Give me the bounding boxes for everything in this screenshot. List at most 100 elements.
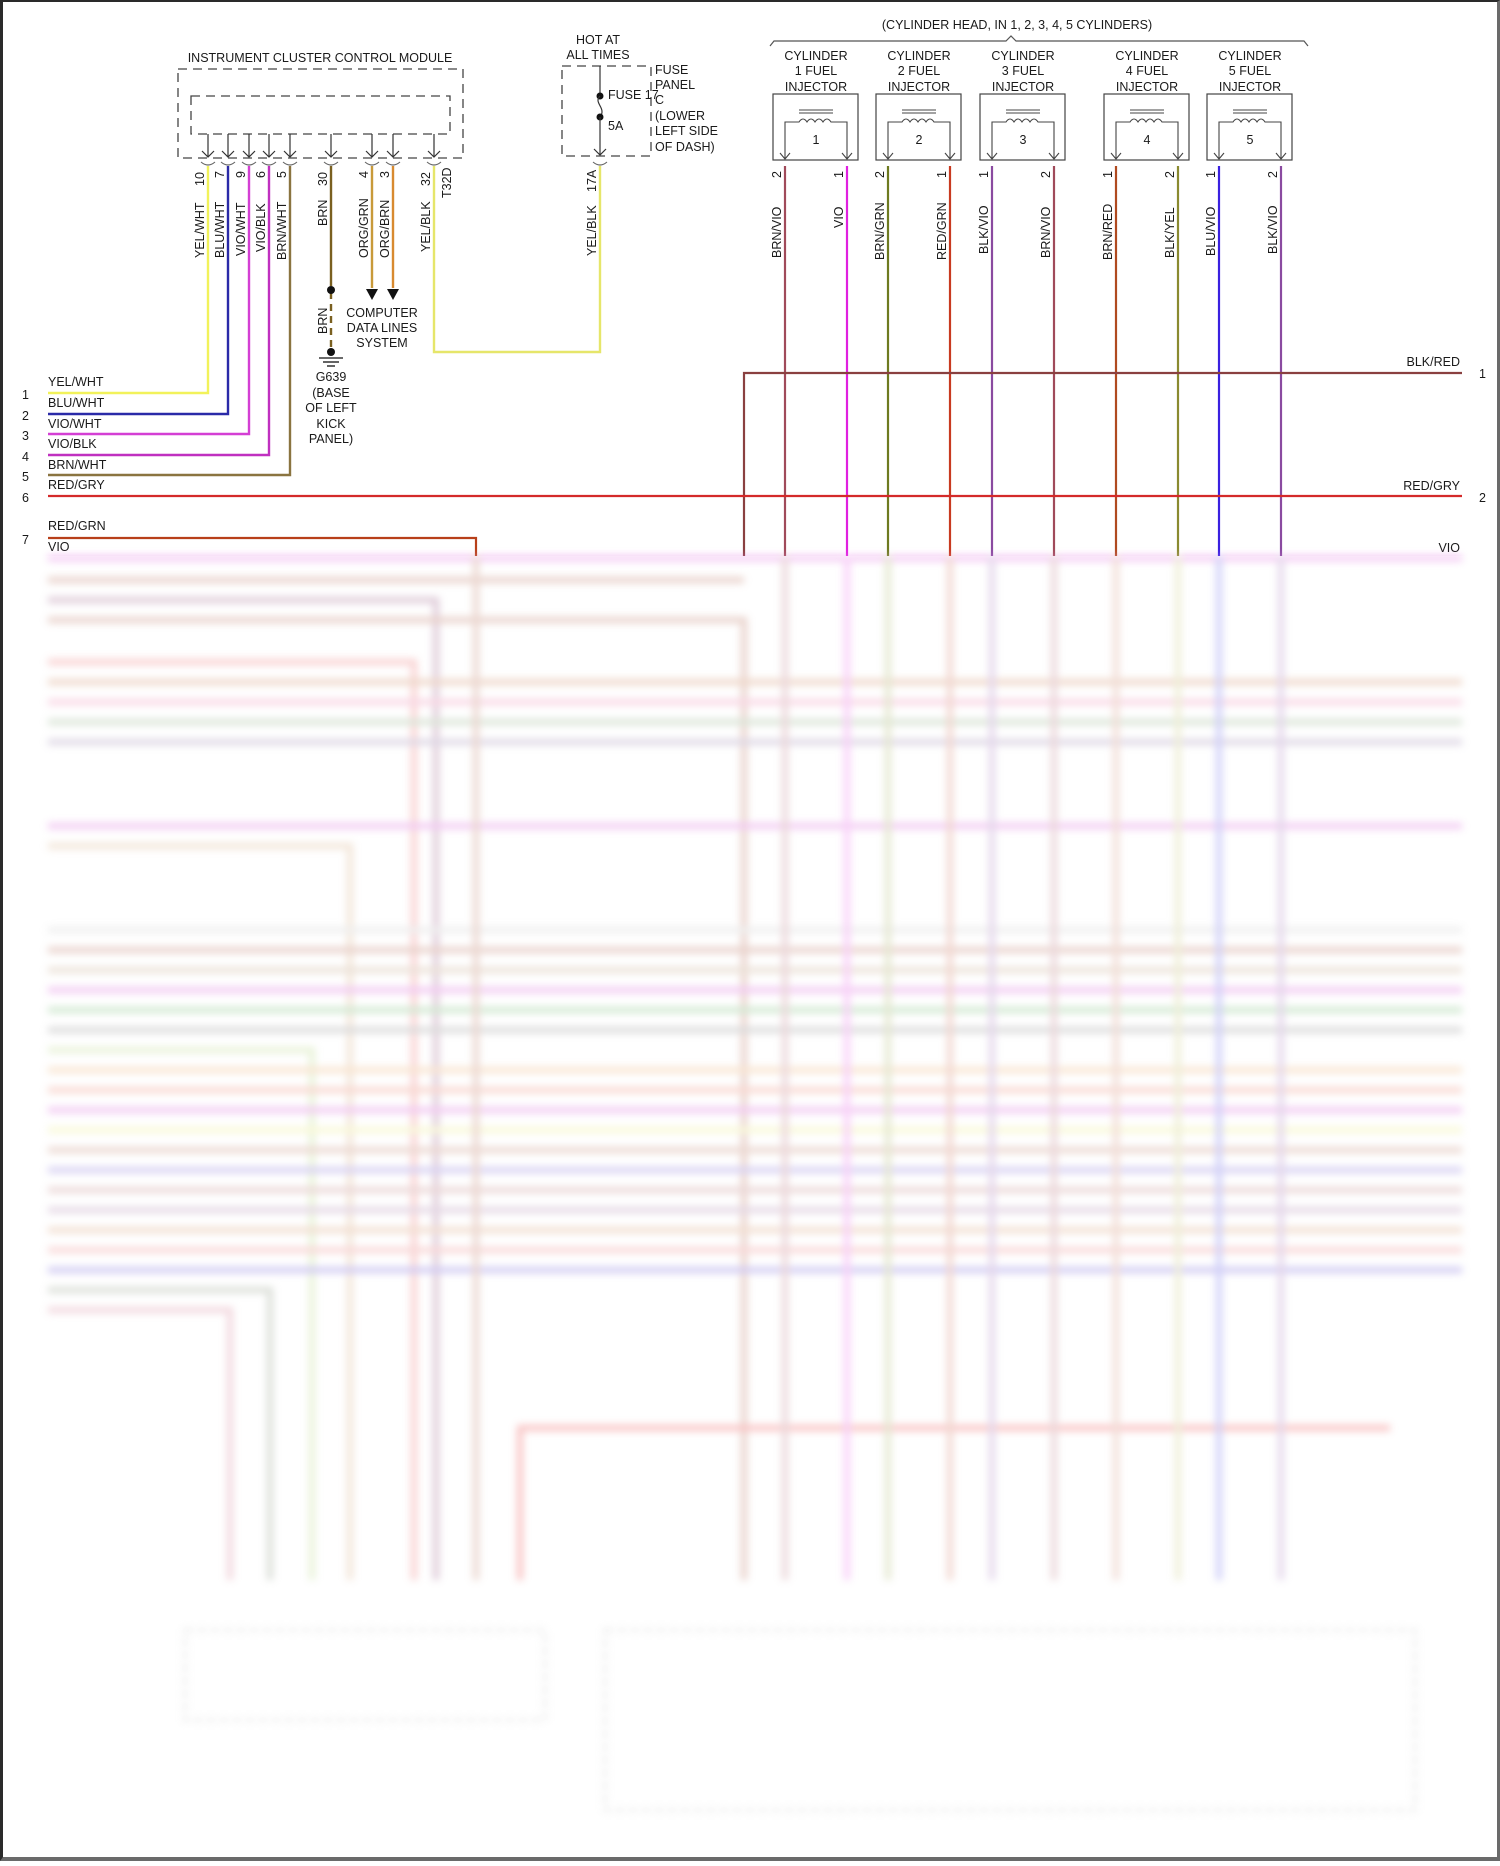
right-connector: BLK/RED 1 RED/GRY 2 VIO: [1403, 355, 1486, 555]
injector-number: 3: [1020, 133, 1027, 147]
coil-icon: [882, 109, 956, 160]
computer-data-lines-ref: COMPUTER DATA LINES SYSTEM: [346, 289, 418, 350]
panel-label: FUSE: [655, 63, 688, 77]
pin-number: 2: [873, 171, 887, 178]
wire-label: BLK/YEL: [1163, 207, 1177, 258]
injector-label: CYLINDER: [784, 49, 847, 63]
pin-number: 1: [1101, 171, 1115, 178]
pin-number: 32: [419, 172, 433, 186]
coil-icon: [986, 109, 1060, 160]
pin-number: 2: [770, 171, 784, 178]
red-grn-wire: [48, 536, 478, 556]
panel-label: C: [655, 93, 664, 107]
coil-icon: [1110, 109, 1184, 160]
wire-label: BLK/VIO: [1266, 205, 1280, 254]
row-wire-label: VIO: [48, 540, 70, 554]
pin-number: 1: [832, 171, 846, 178]
connector-id: T32D: [440, 167, 454, 198]
pin-number: 1: [1204, 171, 1218, 178]
row-pin: 1: [22, 388, 29, 402]
row-wire-label: RED/GRY: [1403, 479, 1460, 493]
iccm-pin-labels: 10 7 9 6 5 30 4 3 32 T32D YEL/WHT BLU/WH…: [193, 167, 454, 260]
injector-label: 3 FUEL: [1002, 64, 1044, 78]
fuse-panel-box: [561, 65, 652, 157]
blk-red-wire: [742, 371, 1462, 556]
hot-label: HOT AT: [576, 33, 620, 47]
arrow-down-icon: [387, 289, 399, 300]
injector-2: CYLINDER 2 FUEL INJECTOR 2: [875, 49, 962, 161]
brace: [769, 35, 1309, 47]
wire-label: BRN/VIO: [1039, 206, 1053, 258]
iccm-pin-wires: [48, 134, 602, 477]
obscured-region: [0, 555, 1500, 1861]
row-pin: 1: [1479, 367, 1486, 381]
injector-label: INJECTOR: [1219, 80, 1281, 94]
injector-label: CYLINDER: [887, 49, 950, 63]
wire-label: YEL/BLK: [419, 201, 433, 252]
data-lines-label: SYSTEM: [356, 336, 407, 350]
wire-label: ORG/BRN: [378, 200, 392, 258]
obscured-wiring: [48, 555, 1462, 1812]
injector-label: INJECTOR: [1116, 80, 1178, 94]
wire-label: RED/GRN: [935, 202, 949, 260]
injector-label: INJECTOR: [992, 80, 1054, 94]
pin-number: 6: [254, 171, 268, 178]
pin-number: 30: [316, 172, 330, 186]
fuse-label: FUSE 17: [608, 88, 659, 102]
wire-label: VIO: [832, 206, 846, 228]
iccm-inner-box: [190, 95, 451, 135]
wire-label: BRN/GRN: [873, 202, 887, 260]
injector-number: 2: [916, 133, 923, 147]
pin-number: 1: [935, 171, 949, 178]
pin-number: 3: [378, 171, 392, 178]
pin-number: 2: [1266, 171, 1280, 178]
panel-label: OF DASH): [655, 140, 715, 154]
row-pin: 2: [22, 409, 29, 423]
injector-5: CYLINDER 5 FUEL INJECTOR 5: [1206, 49, 1293, 161]
cylinder-head-title: (CYLINDER HEAD, IN 1, 2, 3, 4, 5 CYLINDE…: [882, 18, 1152, 32]
iccm-outer-box: [177, 68, 464, 159]
ground-location: PANEL): [309, 432, 353, 446]
injector-wires: [783, 166, 1283, 556]
wire-label: YEL/BLK: [585, 205, 599, 256]
panel-label: (LOWER: [655, 109, 705, 123]
cylinder-head: (CYLINDER HEAD, IN 1, 2, 3, 4, 5 CYLINDE…: [769, 18, 1309, 47]
row-wire-label: BLU/WHT: [48, 396, 105, 410]
wire-label: BRN: [316, 200, 330, 226]
row-pin: 7: [22, 533, 29, 547]
ground-location: (BASE: [312, 386, 350, 400]
row-wire-label: RED/GRY: [48, 478, 105, 492]
iccm-title: INSTRUMENT CLUSTER CONTROL MODULE: [188, 51, 453, 65]
bus-wires: [48, 371, 1462, 556]
ground-icon: [319, 357, 343, 367]
injector-label: CYLINDER: [991, 49, 1054, 63]
ground-location: OF LEFT: [305, 401, 357, 415]
wire-label: BRN/RED: [1101, 204, 1115, 260]
injector-number: 5: [1247, 133, 1254, 147]
pin-number: 2: [1163, 171, 1177, 178]
injector-label: INJECTOR: [888, 80, 950, 94]
splice-dot: [327, 286, 335, 294]
pin-number: 9: [234, 171, 248, 178]
fuse-rating: 5A: [608, 119, 624, 133]
coil-icon: [779, 109, 853, 160]
wire-label: BLK/VIO: [977, 205, 991, 254]
pin-number: 2: [1039, 171, 1053, 178]
wire-label: ORG/GRN: [357, 198, 371, 258]
injector-pin-labels: 2 1 2 1 1 2 1 2 1 2 BRN/VIO VIO BRN/GRN …: [770, 171, 1280, 260]
row-pin: 3: [22, 429, 29, 443]
pin-number: 1: [977, 171, 991, 178]
ground-id: G639: [316, 370, 347, 384]
row-wire-label: RED/GRN: [48, 519, 106, 533]
row-pin: 5: [22, 470, 29, 484]
wire-label: BRN/WHT: [275, 201, 289, 260]
data-lines-label: DATA LINES: [347, 321, 417, 335]
wire-label: YEL/WHT: [193, 202, 207, 258]
hot-label: ALL TIMES: [566, 48, 629, 62]
pin-number: 10: [193, 172, 207, 186]
injector-label: 4 FUEL: [1126, 64, 1168, 78]
pin-number: 17A: [585, 169, 599, 192]
fuse-panel: HOT AT ALL TIMES FUSE 17 5A FUSE PANEL C…: [561, 33, 718, 256]
injector-label: 5 FUEL: [1229, 64, 1271, 78]
